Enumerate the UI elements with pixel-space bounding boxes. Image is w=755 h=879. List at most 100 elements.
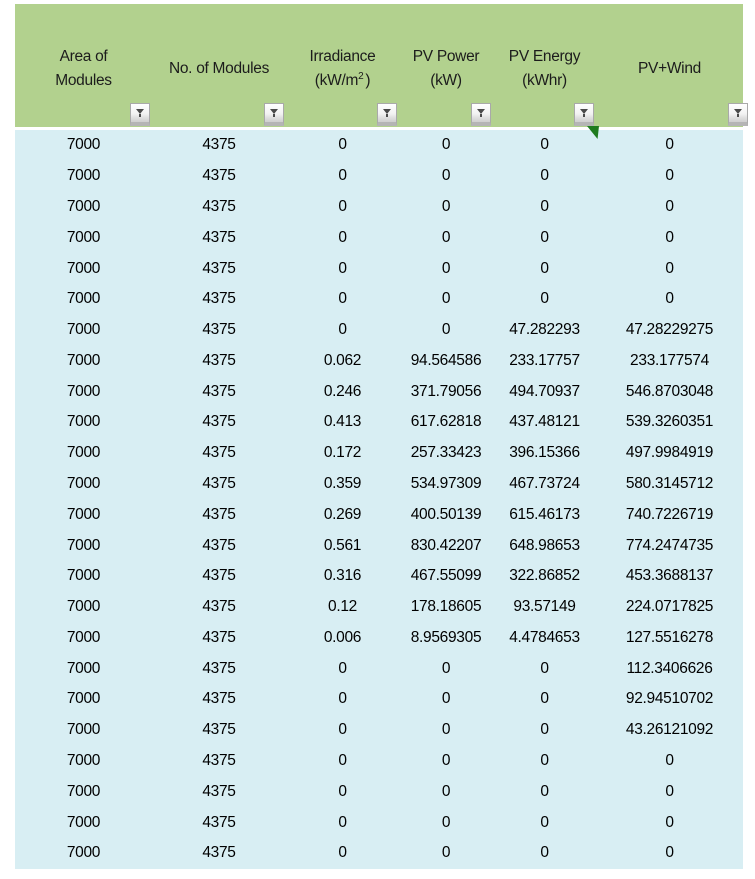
table-cell[interactable]: 0 — [338, 321, 347, 339]
table-cell[interactable]: 0 — [665, 782, 674, 800]
table-cell[interactable]: 4375 — [202, 782, 236, 800]
table-cell[interactable]: 0 — [338, 659, 347, 677]
table-cell[interactable]: 467.73724 — [509, 474, 580, 492]
table-cell[interactable]: 7000 — [66, 197, 101, 215]
table-cell[interactable]: 539.3260351 — [625, 413, 714, 431]
table-cell[interactable]: 0 — [540, 136, 549, 154]
table-cell[interactable]: 4375 — [202, 659, 236, 677]
table-cell[interactable]: 4375 — [202, 228, 236, 246]
table-cell[interactable]: 0 — [338, 782, 347, 800]
table-cell[interactable]: 617.62818 — [410, 413, 482, 431]
table-cell[interactable]: 233.17757 — [509, 351, 580, 369]
table-cell[interactable]: 648.98653 — [509, 536, 580, 554]
table-cell[interactable]: 7000 — [66, 136, 101, 154]
table-cell[interactable]: 4375 — [202, 167, 236, 185]
table-cell[interactable]: 0 — [665, 167, 674, 185]
table-cell[interactable]: 0 — [338, 813, 347, 831]
table-cell[interactable]: 615.46173 — [509, 505, 580, 523]
table-cell[interactable]: 0 — [338, 136, 347, 154]
table-cell[interactable]: 0 — [441, 228, 451, 246]
filter-dropdown-button[interactable] — [574, 103, 594, 126]
table-cell[interactable]: 396.15366 — [509, 444, 580, 462]
table-cell[interactable]: 47.282293 — [509, 321, 580, 339]
table-cell[interactable]: 437.48121 — [509, 413, 580, 431]
table-cell[interactable]: 7000 — [66, 628, 101, 646]
table-cell[interactable]: 0 — [441, 782, 451, 800]
table-cell[interactable]: 7000 — [66, 167, 101, 185]
table-cell[interactable]: 4375 — [202, 505, 236, 523]
filter-dropdown-button[interactable] — [264, 103, 284, 126]
table-cell[interactable]: 0 — [665, 197, 674, 215]
table-cell[interactable]: 43.26121092 — [625, 721, 714, 739]
table-cell[interactable]: 0 — [540, 290, 549, 308]
table-cell[interactable]: 0 — [338, 844, 347, 862]
table-cell[interactable]: 494.70937 — [509, 382, 580, 400]
table-cell[interactable]: 0 — [338, 752, 347, 770]
table-cell[interactable]: 4.4784653 — [509, 628, 580, 646]
table-cell[interactable]: 4375 — [202, 813, 236, 831]
table-cell[interactable]: 0 — [338, 167, 347, 185]
table-cell[interactable]: 0 — [665, 290, 674, 308]
table-cell[interactable]: 0.316 — [323, 567, 362, 585]
table-cell[interactable]: 0 — [338, 690, 347, 708]
table-cell[interactable]: 127.5516278 — [625, 628, 714, 646]
table-cell[interactable]: 0 — [441, 197, 451, 215]
table-cell[interactable]: 534.97309 — [410, 474, 482, 492]
column-header-no-of-modules[interactable]: No. of Modules — [152, 4, 286, 127]
table-cell[interactable]: 830.42207 — [410, 536, 482, 554]
table-cell[interactable]: 0.359 — [323, 474, 362, 492]
table-cell[interactable]: 4375 — [202, 752, 236, 770]
table-cell[interactable]: 0 — [441, 290, 451, 308]
table-cell[interactable]: 7000 — [66, 659, 101, 677]
table-cell[interactable]: 7000 — [66, 844, 101, 862]
table-cell[interactable]: 0 — [665, 136, 674, 154]
table-cell[interactable]: 94.564586 — [410, 351, 482, 369]
table-cell[interactable]: 0 — [540, 813, 549, 831]
table-cell[interactable]: 580.3145712 — [625, 474, 714, 492]
column-header-pv-energy[interactable]: PV Energy (kWhr) — [493, 4, 596, 127]
table-cell[interactable]: 4375 — [202, 690, 236, 708]
table-cell[interactable]: 92.94510702 — [625, 690, 714, 708]
table-cell[interactable]: 0 — [665, 259, 674, 277]
table-cell[interactable]: 0.413 — [323, 413, 362, 431]
table-cell[interactable]: 7000 — [66, 782, 101, 800]
table-cell[interactable]: 7000 — [66, 536, 101, 554]
filter-dropdown-button[interactable] — [728, 103, 748, 126]
table-cell[interactable]: 4375 — [202, 413, 236, 431]
table-cell[interactable]: 7000 — [66, 813, 101, 831]
table-cell[interactable]: 0 — [338, 259, 347, 277]
filter-dropdown-button[interactable] — [130, 103, 150, 126]
table-cell[interactable]: 4375 — [202, 721, 236, 739]
table-cell[interactable]: 0 — [338, 290, 347, 308]
table-cell[interactable]: 4375 — [202, 136, 236, 154]
table-cell[interactable]: 774.2474735 — [625, 536, 714, 554]
table-cell[interactable]: 0 — [540, 228, 549, 246]
table-cell[interactable]: 7000 — [66, 690, 101, 708]
table-cell[interactable]: 0.006 — [323, 628, 362, 646]
table-cell[interactable]: 0 — [540, 782, 549, 800]
table-cell[interactable]: 4375 — [202, 628, 236, 646]
table-cell[interactable]: 4375 — [202, 321, 236, 339]
table-cell[interactable]: 0 — [540, 752, 549, 770]
table-cell[interactable]: 7000 — [66, 444, 101, 462]
table-cell[interactable]: 0 — [441, 659, 451, 677]
table-cell[interactable]: 8.9569305 — [410, 628, 482, 646]
table-cell[interactable]: 0 — [441, 259, 451, 277]
table-cell[interactable]: 7000 — [66, 228, 101, 246]
column-header-pv-plus-wind[interactable]: PV+Wind — [596, 4, 748, 127]
table-cell[interactable]: 400.50139 — [410, 505, 482, 523]
table-cell[interactable]: 112.3406626 — [626, 659, 713, 677]
table-cell[interactable]: 0 — [665, 752, 674, 770]
table-cell[interactable]: 497.9984919 — [625, 444, 714, 462]
table-cell[interactable]: 4375 — [202, 536, 236, 554]
column-header-area-of-modules[interactable]: Area of Modules — [15, 4, 152, 127]
table-cell[interactable]: 0 — [665, 844, 674, 862]
table-cell[interactable]: 0 — [540, 721, 549, 739]
table-cell[interactable]: 0 — [338, 721, 347, 739]
table-cell[interactable]: 0.172 — [323, 444, 362, 462]
table-cell[interactable]: 4375 — [202, 290, 236, 308]
table-cell[interactable]: 7000 — [66, 321, 101, 339]
table-cell[interactable]: 233.177574 — [630, 351, 709, 369]
table-cell[interactable]: 7000 — [66, 290, 101, 308]
table-cell[interactable]: 4375 — [202, 351, 236, 369]
